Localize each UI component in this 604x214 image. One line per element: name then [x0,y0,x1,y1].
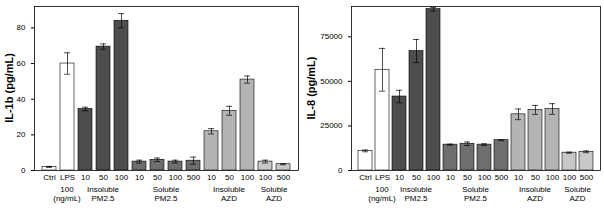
svg-text:10: 10 [395,173,404,182]
svg-text:100: 100 [169,173,183,182]
svg-text:500: 500 [277,173,291,182]
svg-text:50: 50 [225,173,234,182]
svg-text:100: 100 [563,173,577,182]
svg-text:10: 10 [446,173,455,182]
svg-text:10: 10 [135,173,144,182]
svg-text:10: 10 [207,173,216,182]
svg-text:10: 10 [514,173,523,182]
svg-text:50: 50 [412,173,421,182]
svg-text:100: 100 [478,173,492,182]
svg-text:LPS: LPS [60,173,75,182]
svg-text:50: 50 [153,173,162,182]
svg-text:100(ng/mL): 100(ng/mL) [53,185,81,203]
svg-text:Ctrl: Ctrl [43,173,56,182]
svg-text:SolubleAZD: SolubleAZD [564,185,591,203]
svg-text:50: 50 [531,173,540,182]
svg-text:InsolubleAZD: InsolubleAZD [213,185,246,203]
svg-text:20: 20 [17,130,26,139]
svg-text:IL-8 (pg/mL): IL-8 (pg/mL) [305,56,317,119]
svg-text:100: 100 [241,173,255,182]
svg-text:InsolublePM2.5: InsolublePM2.5 [87,185,120,203]
svg-text:100: 100 [115,173,129,182]
svg-text:Ctrl: Ctrl [359,173,372,182]
svg-text:50000: 50000 [320,77,343,86]
svg-text:40: 40 [17,95,26,104]
svg-text:0: 0 [338,166,343,175]
svg-text:500: 500 [187,173,201,182]
svg-text:50: 50 [99,173,108,182]
svg-text:SolublePM2.5: SolublePM2.5 [153,185,180,203]
svg-text:80: 80 [17,23,26,32]
svg-text:0: 0 [21,166,26,175]
svg-text:InsolubleAZD: InsolubleAZD [519,185,552,203]
svg-text:10: 10 [81,173,90,182]
svg-text:50: 50 [463,173,472,182]
svg-text:LPS: LPS [375,173,390,182]
svg-text:100: 100 [546,173,560,182]
svg-text:100: 100 [427,173,441,182]
svg-text:500: 500 [495,173,509,182]
svg-text:60: 60 [17,59,26,68]
svg-text:IL-1b (pg/mL): IL-1b (pg/mL) [3,53,15,123]
svg-text:SolubleAZD: SolubleAZD [261,185,288,203]
svg-text:100(ng/mL): 100(ng/mL) [368,185,396,203]
svg-text:500: 500 [580,173,594,182]
svg-text:SolublePM2.5: SolublePM2.5 [462,185,489,203]
svg-text:25000: 25000 [320,121,343,130]
svg-text:InsolublePM2.5: InsolublePM2.5 [400,185,433,203]
svg-text:100: 100 [259,173,273,182]
svg-text:75000: 75000 [320,32,343,41]
